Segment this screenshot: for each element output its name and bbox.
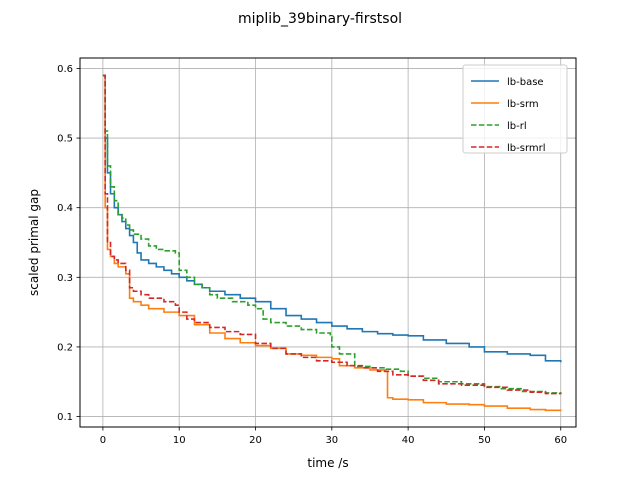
x-tick-label: 50 — [478, 435, 491, 446]
chart-title: miplib_39binary-firstsol — [238, 11, 402, 27]
x-tick-label: 20 — [249, 435, 262, 446]
y-tick-label: 0.2 — [57, 342, 73, 353]
series-line-lb-base — [102, 74, 562, 363]
legend-label-lb-rl: lb-rl — [507, 121, 527, 132]
legend: lb-base lb-srm lb-rl lb-srmrl — [462, 64, 568, 154]
legend-label-lb-srm: lb-srm — [507, 99, 539, 110]
x-axis-label: time /s — [307, 456, 348, 470]
y-tick-label: 0.6 — [57, 64, 73, 75]
series-line-lb-srmrl — [102, 74, 562, 395]
plot-frame — [79, 57, 577, 428]
x-tick-label: 10 — [173, 435, 186, 446]
x-tick-label: 60 — [554, 435, 567, 446]
legend-box — [462, 64, 568, 154]
x-tick-label: 30 — [325, 435, 338, 446]
x-tick-label: 40 — [402, 435, 415, 446]
series-line-lb-srm — [102, 74, 562, 412]
y-tick-label: 0.1 — [57, 412, 73, 423]
y-tick-label: 0.5 — [57, 134, 73, 145]
y-tick-label: 0.3 — [57, 273, 73, 284]
series-lines — [102, 74, 562, 412]
ticks: 0 10 20 30 40 50 60 0.1 0.2 0.3 0.4 0.5 0.6 — [57, 64, 567, 446]
y-tick-label: 0.4 — [57, 203, 73, 214]
x-tick-label: 0 — [100, 435, 106, 446]
grid — [80, 58, 576, 427]
y-axis-label: scaled primal gap — [27, 189, 41, 296]
legend-label-lb-base: lb-base — [507, 77, 544, 88]
legend-label-lb-srmrl: lb-srmrl — [507, 143, 546, 154]
